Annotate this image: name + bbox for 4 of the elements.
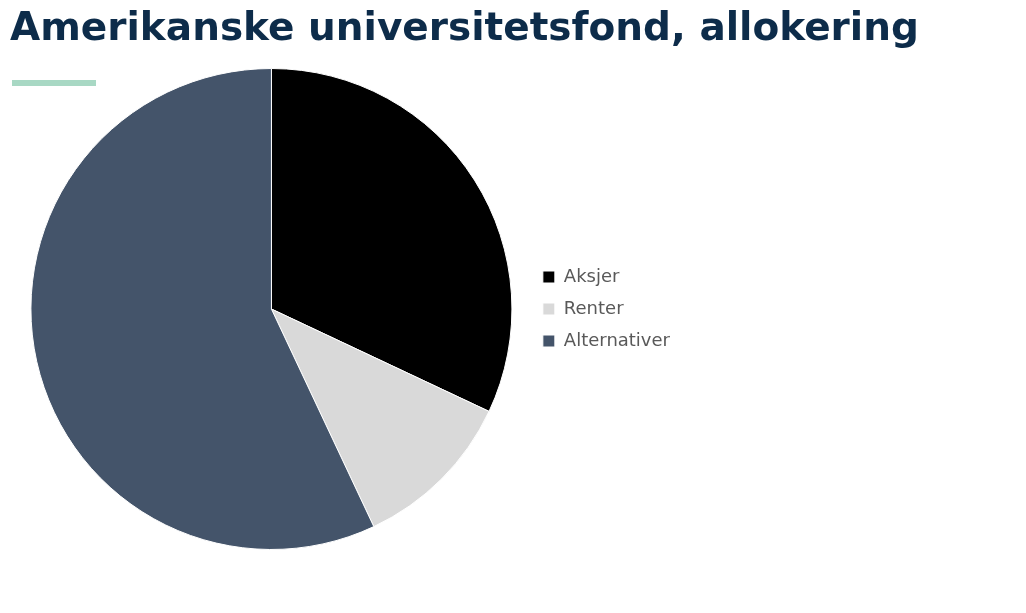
legend-label: Aksjer xyxy=(563,264,621,286)
legend-label: Renter xyxy=(563,296,625,318)
chart-title: Amerikanske universitetsfond, allokering xyxy=(10,4,919,49)
legend-label: Alternativer xyxy=(563,328,671,350)
